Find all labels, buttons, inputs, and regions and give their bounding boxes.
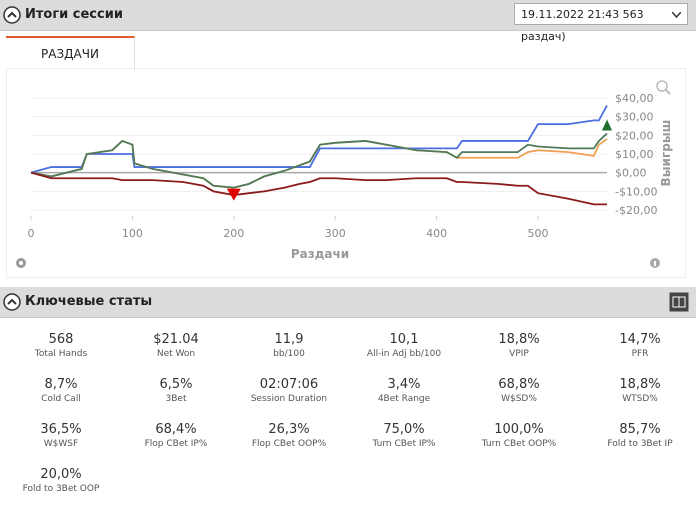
x-tick-label: 400 xyxy=(426,227,447,240)
stat: 8,7% Cold Call xyxy=(3,377,119,404)
stat-value: 85,7% xyxy=(619,422,661,437)
stats-header: Ключевые статы xyxy=(0,287,696,318)
stats-title: Ключевые статы xyxy=(25,294,153,309)
stat-value: 8,7% xyxy=(44,377,78,392)
zoom-icon[interactable] xyxy=(656,80,668,92)
stat-value: 10,1 xyxy=(389,332,419,347)
stat-label: All-in Adj bb/100 xyxy=(366,349,442,359)
x-tick-label: 300 xyxy=(325,227,346,240)
stat-label: Turn CBet IP% xyxy=(372,439,436,449)
series-line xyxy=(30,132,608,189)
stat: 68,8% W$SD% xyxy=(461,377,577,404)
stat-value: 68,4% xyxy=(155,422,197,437)
stat-label: Fold to 3Bet IP xyxy=(607,439,673,449)
stat-value: 100,0% xyxy=(494,422,544,437)
stat: 26,3% Flop CBet OOP% xyxy=(231,422,347,449)
y-tick-label: $20,00 xyxy=(615,129,654,142)
stat-label: WTSD% xyxy=(622,394,658,404)
stat-label: Turn CBet OOP% xyxy=(481,439,557,449)
stat-value: 14,7% xyxy=(619,332,661,347)
max-marker xyxy=(602,119,612,131)
session-header: Итоги сессии 19.11.2022 21:43 563 раздач… xyxy=(0,0,696,43)
stat-value: 68,8% xyxy=(498,377,540,392)
stat-value: 6,5% xyxy=(159,377,193,392)
stat-label: Total Hands xyxy=(34,349,88,359)
collapse-icon[interactable] xyxy=(3,6,21,24)
y-tick-label: $30,00 xyxy=(615,111,654,124)
stat: 100,0% Turn CBet OOP% xyxy=(461,422,577,449)
tab[interactable]: РАЗДАЧИ xyxy=(6,36,135,70)
series-line xyxy=(30,105,608,174)
header-title: Итоги сессии xyxy=(25,7,123,22)
chart-panel xyxy=(6,68,686,278)
stat: 3,4% 4Bet Range xyxy=(346,377,462,404)
stat-value: 02:07:06 xyxy=(259,377,319,392)
y-tick-label: -$10,00 xyxy=(615,185,657,198)
stat-value: 75,0% xyxy=(383,422,425,437)
stat: 11,9 bb/100 xyxy=(231,332,347,359)
stat: 10,1 All-in Adj bb/100 xyxy=(346,332,462,359)
series-line xyxy=(30,171,607,206)
stat: $21.04 Net Won xyxy=(118,332,234,359)
stat-value: 18,8% xyxy=(619,377,661,392)
stat-value: 3,4% xyxy=(387,377,421,392)
stat-label: 3Bet xyxy=(165,394,187,404)
collapse-icon[interactable] xyxy=(3,293,21,311)
stat: 36,5% W$WSF xyxy=(3,422,119,449)
stat: 75,0% Turn CBet IP% xyxy=(346,422,462,449)
stat-label: Cold Call xyxy=(41,394,81,404)
stat-label: Flop CBet IP% xyxy=(144,439,208,449)
chart: Раздачи Выигрыш $40,00 $30,00 $20,00 $10,00… xyxy=(16,80,673,268)
y-tick-label: $10,00 xyxy=(615,148,654,161)
x-tick-label: 0 xyxy=(28,227,35,240)
stat-label: Fold to 3Bet OOP xyxy=(22,484,100,494)
y-tick-label: $40,00 xyxy=(615,92,654,105)
layout-button[interactable] xyxy=(669,292,689,312)
x-tick-label: 500 xyxy=(528,227,549,240)
stat-label: W$SD% xyxy=(501,394,537,404)
stat-label: Net Won xyxy=(156,349,196,359)
y-tick-label: $0,00 xyxy=(615,167,647,180)
tab-label: РАЗДАЧИ xyxy=(41,47,99,61)
stat: 6,5% 3Bet xyxy=(118,377,234,404)
stat-label: Flop CBet OOP% xyxy=(251,439,327,449)
stat: 20,0% Fold to 3Bet OOP xyxy=(3,467,119,494)
stat: 68,4% Flop CBet IP% xyxy=(118,422,234,449)
y-axis-label: Выигрыш xyxy=(659,120,673,187)
stat-value: 26,3% xyxy=(268,422,310,437)
stat-value: $21.04 xyxy=(153,332,199,347)
stat-value: 568 xyxy=(48,332,74,347)
stat: 18,8% WTSD% xyxy=(582,377,696,404)
stat-label: VPIP xyxy=(509,349,529,359)
stat-label: PFR xyxy=(631,349,649,359)
y-tick-label: -$20,00 xyxy=(615,204,657,217)
dropdown-text: 19.11.2022 21:43 563 раздач) xyxy=(521,8,644,43)
stat-value: 36,5% xyxy=(40,422,82,437)
stat-label: bb/100 xyxy=(273,349,305,359)
stat-label: 4Bet Range xyxy=(377,394,431,404)
stat: 14,7% PFR xyxy=(582,332,696,359)
stat: 02:07:06 Session Duration xyxy=(231,377,347,404)
stat-label: Session Duration xyxy=(250,394,328,404)
min-marker xyxy=(226,188,241,201)
stat: 85,7% Fold to 3Bet IP xyxy=(582,422,696,449)
session-dropdown[interactable]: 19.11.2022 21:43 563 раздач) xyxy=(514,3,688,43)
stat-value: 11,9 xyxy=(274,332,304,347)
stat: 568 Total Hands xyxy=(3,332,119,359)
stat-value: 18,8% xyxy=(498,332,540,347)
x-tick-label: 100 xyxy=(122,227,143,240)
x-tick-label: 200 xyxy=(223,227,244,240)
stat: 18,8% VPIP xyxy=(461,332,577,359)
stat-value: 20,0% xyxy=(40,467,82,482)
stat-label: W$WSF xyxy=(43,439,79,449)
x-axis-label: Раздачи xyxy=(291,247,349,261)
